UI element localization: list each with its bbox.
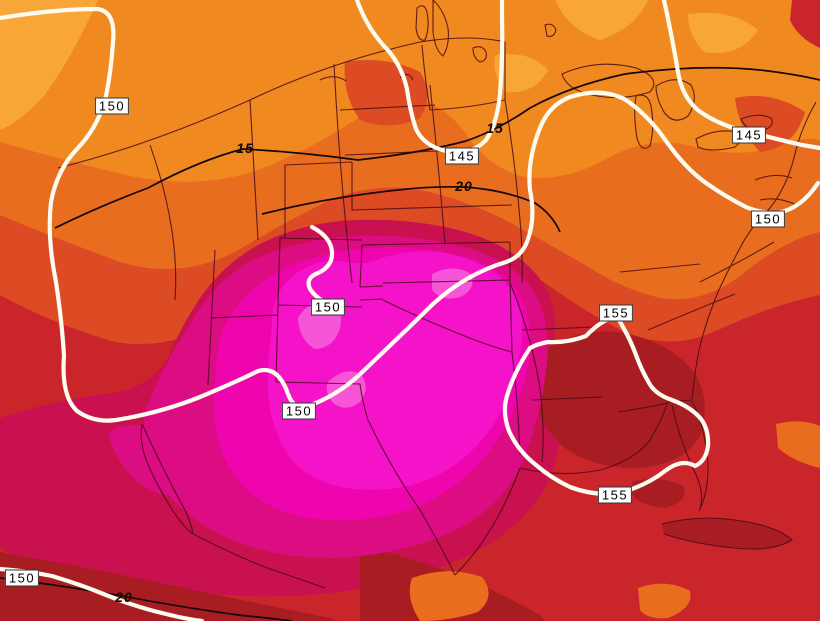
height-contour-label: 155 <box>597 486 633 504</box>
fill-red-dark <box>0 331 792 621</box>
height-contour-label: 150 <box>750 210 786 228</box>
fill-orange-patches-south <box>409 421 820 621</box>
thermal-contour-label: 15 <box>236 140 254 156</box>
fill-pink-light-spots <box>298 268 473 408</box>
height-contour-145-west <box>354 0 505 155</box>
contour-20-north <box>261 185 561 233</box>
fill-orange-light <box>0 0 758 130</box>
height-contour-label: 145 <box>731 126 767 144</box>
contour-15 <box>54 66 820 229</box>
thermal-contour-label: 20 <box>455 178 473 194</box>
height-contour-155-loop <box>502 313 711 497</box>
height-contour-150-loop <box>306 224 335 305</box>
thermal-contours-layer <box>0 66 820 621</box>
height-contour-label: 150 <box>281 402 317 420</box>
height-contour-label: 150 <box>4 569 40 587</box>
height-contour-145-east <box>661 0 820 151</box>
height-contour-label: 150 <box>94 97 130 115</box>
height-contour-label: 150 <box>310 298 346 316</box>
thermal-contour-label: 20 <box>115 589 133 605</box>
height-contour-label: 155 <box>598 304 634 322</box>
height-contour-label: 145 <box>444 147 480 165</box>
contour-20-south <box>0 577 293 621</box>
thermal-contour-label: 15 <box>486 120 504 136</box>
